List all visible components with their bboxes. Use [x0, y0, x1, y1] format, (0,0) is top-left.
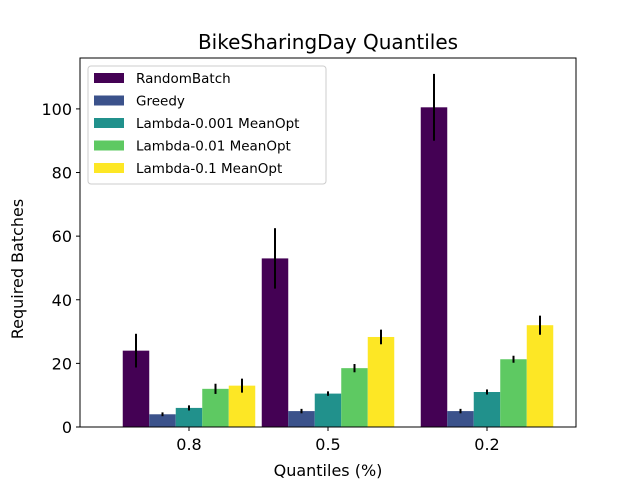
bar [202, 388, 229, 427]
bar [500, 359, 527, 427]
y-tick-label: 60 [52, 227, 72, 246]
legend-swatch [94, 95, 124, 106]
legend-swatch [94, 73, 124, 83]
bar [314, 393, 342, 427]
bar [367, 336, 395, 427]
bar [526, 325, 554, 427]
legend-swatch [94, 118, 124, 128]
x-tick-label: 0.5 [315, 435, 340, 454]
y-tick-label: 20 [52, 354, 72, 373]
legend: RandomBatch Greedy Lambda-0.001 MeanOpt Lam… [87, 65, 327, 185]
plot-area [122, 73, 554, 427]
bar [420, 107, 448, 427]
x-axis-ticks: 0.8 0.5 0.2 [176, 427, 500, 454]
axes-frame [79, 57, 577, 428]
bar [175, 407, 203, 427]
bar [288, 411, 315, 427]
legend-label: Lambda-0.01 MeanOpt [136, 139, 291, 155]
y-tick-label: 0 [62, 418, 72, 437]
bar [341, 368, 368, 427]
x-axis-label: Quantiles (%) [274, 461, 383, 480]
x-tick-label: 0.8 [176, 435, 201, 454]
legend-box [87, 65, 327, 185]
legend-swatch [94, 140, 124, 151]
y-axis-label: Required Batches [8, 199, 27, 339]
y-axis-ticks: 0 20 40 60 80 100 [41, 100, 80, 437]
bar [149, 414, 176, 427]
legend-label: Greedy [136, 94, 185, 110]
x-tick-label: 0.2 [474, 435, 499, 454]
y-tick-label: 100 [41, 100, 72, 119]
bar [447, 411, 474, 427]
y-tick-label: 40 [52, 291, 72, 310]
legend-swatch [94, 163, 124, 173]
chart-title: BikeSharingDay Quantiles [198, 30, 458, 54]
legend-label: RandomBatch [136, 71, 231, 87]
legend-label: Lambda-0.1 MeanOpt [136, 161, 282, 177]
legend-label: Lambda-0.001 MeanOpt [136, 116, 299, 132]
bar [473, 392, 501, 427]
y-tick-label: 80 [52, 164, 72, 183]
